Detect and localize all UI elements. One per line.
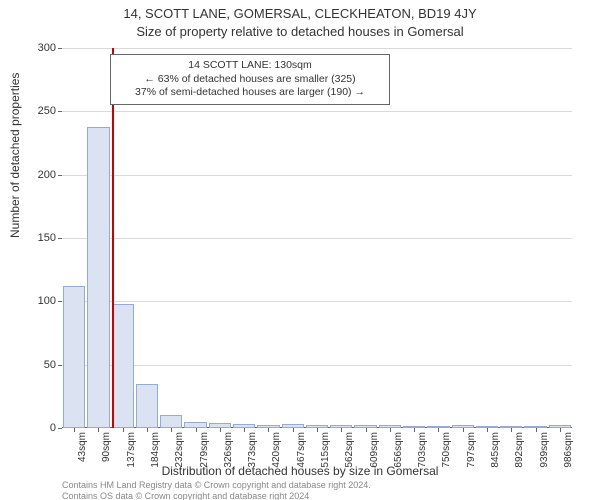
xtick-mark (341, 428, 342, 432)
xtick-mark (220, 428, 221, 432)
xtick-label: 562sqm (344, 432, 355, 492)
annotation-line: 14 SCOTT LANE: 130sqm (119, 59, 381, 73)
xtick-label: 939sqm (539, 432, 550, 492)
grid-line (62, 365, 572, 366)
xtick-mark (511, 428, 512, 432)
grid-line (62, 48, 572, 49)
xtick-mark (463, 428, 464, 432)
xtick-label: 43sqm (77, 432, 88, 492)
xtick-mark (98, 428, 99, 432)
xtick-label: 845sqm (490, 432, 501, 492)
grid-line (62, 238, 572, 239)
histogram-bar (136, 384, 158, 428)
xtick-mark (317, 428, 318, 432)
ytick-label: 100 (16, 295, 56, 307)
xtick-label: 797sqm (466, 432, 477, 492)
xtick-label: 750sqm (441, 432, 452, 492)
xtick-label: 137sqm (126, 432, 137, 492)
histogram-bar (160, 415, 182, 428)
xtick-mark (244, 428, 245, 432)
xtick-mark (414, 428, 415, 432)
ytick-mark (58, 48, 62, 49)
xtick-mark (196, 428, 197, 432)
xtick-label: 326sqm (223, 432, 234, 492)
xtick-label: 373sqm (247, 432, 258, 492)
xtick-label: 703sqm (417, 432, 428, 492)
xtick-label: 90sqm (101, 432, 112, 492)
ytick-label: 0 (16, 422, 56, 434)
xtick-mark (293, 428, 294, 432)
xtick-mark (390, 428, 391, 432)
xtick-label: 892sqm (514, 432, 525, 492)
xtick-mark (536, 428, 537, 432)
ytick-mark (58, 111, 62, 112)
xtick-label: 232sqm (174, 432, 185, 492)
xtick-label: 986sqm (563, 432, 574, 492)
xtick-mark (147, 428, 148, 432)
xtick-label: 609sqm (369, 432, 380, 492)
plot-area (62, 48, 572, 428)
xtick-label: 184sqm (150, 432, 161, 492)
grid-line (62, 301, 572, 302)
xtick-mark (487, 428, 488, 432)
xtick-label: 420sqm (271, 432, 282, 492)
ytick-mark (58, 301, 62, 302)
grid-line (62, 111, 572, 112)
ytick-label: 150 (16, 232, 56, 244)
xtick-mark (438, 428, 439, 432)
xtick-mark (560, 428, 561, 432)
ytick-label: 200 (16, 169, 56, 181)
xtick-mark (171, 428, 172, 432)
ytick-label: 300 (16, 42, 56, 54)
chart-container: 14, SCOTT LANE, GOMERSAL, CLECKHEATON, B… (0, 0, 600, 500)
xtick-mark (366, 428, 367, 432)
ytick-mark (58, 175, 62, 176)
reference-line (112, 48, 114, 428)
xtick-label: 467sqm (296, 432, 307, 492)
annotation-box: 14 SCOTT LANE: 130sqm← 63% of detached h… (110, 54, 390, 105)
ytick-mark (58, 238, 62, 239)
page-title: 14, SCOTT LANE, GOMERSAL, CLECKHEATON, B… (0, 6, 600, 21)
annotation-line: 37% of semi-detached houses are larger (… (119, 86, 381, 100)
ytick-mark (58, 365, 62, 366)
y-axis-label: Number of detached properties (8, 73, 22, 238)
footer-line-2: Contains OS data © Crown copyright and d… (62, 491, 371, 500)
histogram-bar (112, 304, 134, 428)
xtick-mark (74, 428, 75, 432)
ytick-mark (58, 428, 62, 429)
grid-line (62, 175, 572, 176)
ytick-label: 250 (16, 105, 56, 117)
page-subtitle: Size of property relative to detached ho… (0, 24, 600, 39)
xtick-mark (123, 428, 124, 432)
xtick-label: 279sqm (199, 432, 210, 492)
xtick-label: 515sqm (320, 432, 331, 492)
annotation-line: ← 63% of detached houses are smaller (32… (119, 73, 381, 87)
histogram-bar (63, 286, 85, 428)
ytick-label: 50 (16, 359, 56, 371)
histogram-bar (87, 127, 109, 428)
xtick-label: 656sqm (393, 432, 404, 492)
xtick-mark (268, 428, 269, 432)
